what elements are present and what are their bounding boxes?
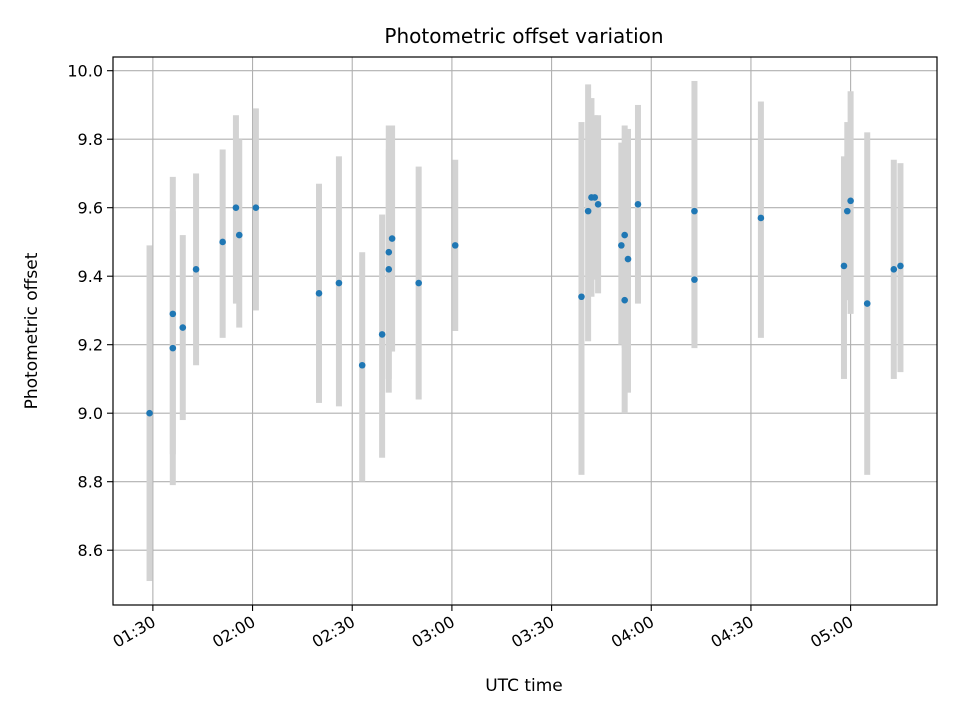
- data-point: [378, 331, 386, 338]
- data-point: [594, 200, 602, 208]
- data-point: [388, 235, 396, 242]
- data-point: [169, 344, 177, 352]
- data-point: [192, 266, 200, 273]
- y-tick-label: 9.0: [78, 404, 103, 423]
- data-point: [624, 255, 632, 263]
- plot-frame: [112, 56, 938, 606]
- y-axis-label: Photometric offset: [22, 252, 42, 409]
- data-point: [385, 266, 393, 273]
- grid: [113, 57, 937, 605]
- data-point: [618, 242, 625, 249]
- y-tick-label: 9.4: [78, 267, 103, 286]
- data-point: [451, 242, 459, 249]
- data-points: [146, 194, 904, 417]
- data-point: [621, 231, 628, 239]
- data-point: [358, 361, 366, 369]
- y-tick-label: 8.6: [78, 541, 103, 560]
- y-tick-label: 10.0: [67, 62, 103, 81]
- data-point: [691, 276, 698, 283]
- x-tick-label: 04:30: [708, 612, 757, 652]
- data-point: [385, 248, 393, 256]
- data-point: [847, 197, 854, 205]
- data-point: [578, 293, 585, 301]
- x-tick-label: 01:30: [109, 612, 158, 652]
- data-point: [415, 279, 422, 287]
- data-point: [634, 200, 642, 208]
- x-tick-label: 02:00: [209, 612, 258, 652]
- data-point: [863, 300, 871, 307]
- data-point: [890, 266, 898, 273]
- x-tick-label: 04:00: [608, 612, 657, 652]
- data-point: [757, 214, 765, 222]
- data-point: [179, 324, 187, 331]
- data-point: [840, 262, 848, 270]
- data-point: [584, 207, 592, 215]
- data-point: [235, 231, 243, 239]
- y-axis-ticks: 8.6 8.8 9.0 9.2 9.4 9.6 9.8 10.0: [67, 62, 113, 560]
- y-tick-label: 9.8: [78, 130, 103, 149]
- error-bars: [146, 80, 904, 582]
- data-point: [232, 204, 240, 211]
- data-point: [146, 409, 153, 417]
- data-point: [252, 204, 260, 211]
- x-tick-label: 02:30: [309, 612, 358, 652]
- y-tick-label: 9.6: [78, 199, 103, 218]
- x-tick-label: 05:00: [807, 612, 856, 652]
- data-point: [691, 207, 698, 215]
- chart-title: Photometric offset variation: [384, 24, 663, 48]
- data-point: [169, 310, 177, 318]
- x-tick-label: 03:30: [508, 612, 557, 652]
- x-axis-label: UTC time: [485, 676, 563, 696]
- data-point: [843, 207, 851, 215]
- data-point: [621, 296, 628, 304]
- data-point: [219, 238, 226, 246]
- x-tick-label: 03:00: [408, 612, 457, 652]
- y-tick-label: 8.8: [78, 473, 103, 492]
- x-axis-ticks: 01:30 02:00 02:30 03:00 03:30 04:00 04:30 05:00: [109, 605, 857, 652]
- y-tick-label: 9.2: [78, 336, 103, 355]
- data-point: [897, 262, 904, 270]
- data-point: [591, 194, 599, 201]
- data-point: [335, 279, 343, 287]
- data-point: [315, 290, 323, 297]
